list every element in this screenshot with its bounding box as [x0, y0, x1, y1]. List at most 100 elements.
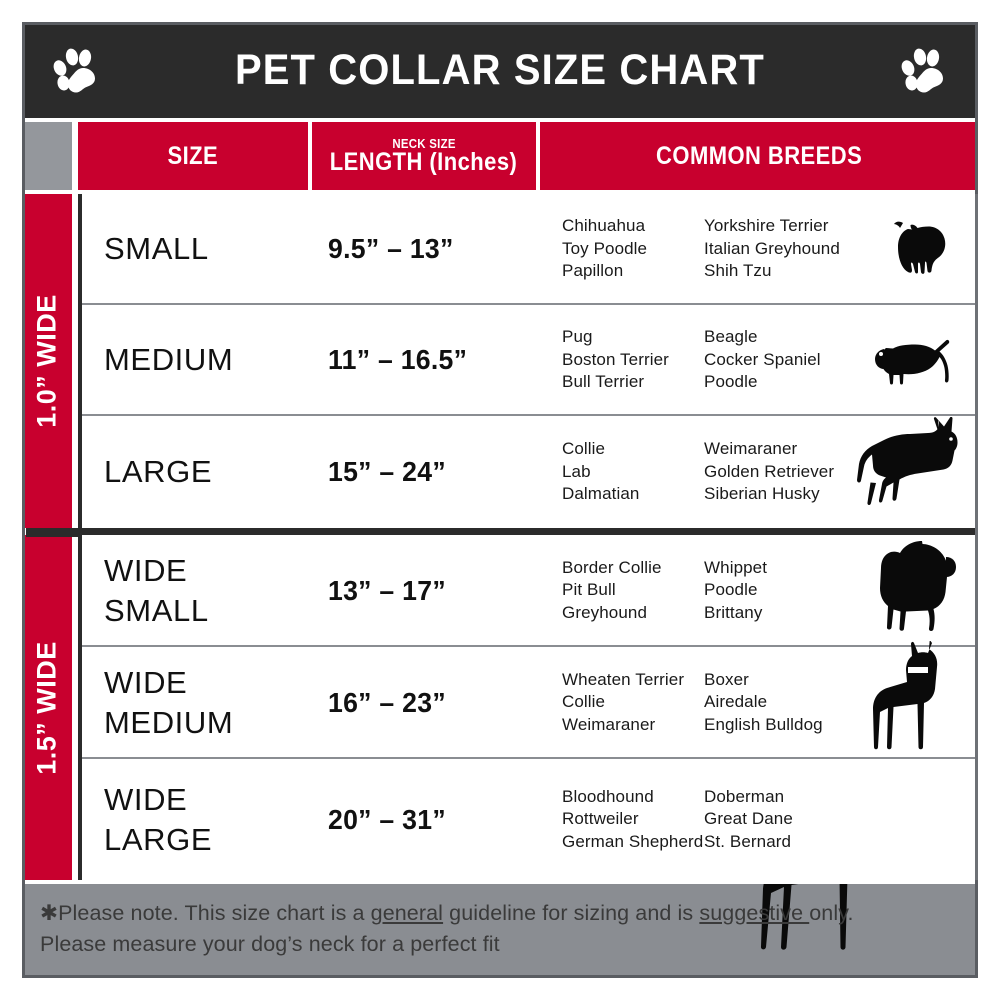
boxer-silhouette-icon	[862, 634, 970, 762]
breed-item: Papillon	[562, 261, 624, 281]
table-row: WIDE MEDIUM 16” – 23” Wheaten Terrier Co…	[82, 634, 978, 758]
size-label-line2: LARGE	[104, 821, 213, 857]
cell-size: WIDE LARGE	[104, 759, 314, 880]
width-band-1-5-inch: 1.5” WIDE	[22, 535, 72, 880]
breed-item: Pit Bull	[562, 580, 616, 600]
column-header-breeds: COMMON BREEDS	[540, 122, 978, 190]
width-band-1-inch-label: 1.0” WIDE	[31, 294, 62, 428]
beagle-silhouette-icon	[864, 318, 972, 401]
cell-length: 16” – 23”	[328, 686, 446, 718]
breed-item: German Shepherd	[562, 831, 704, 851]
breed-column-a: Wheaten Terrier Collie Weimaraner	[562, 669, 704, 737]
breed-item: Dalmatian	[562, 484, 640, 504]
width-band-1-inch: 1.0” WIDE	[22, 194, 72, 528]
chart-header-banner: PET COLLAR SIZE CHART	[22, 22, 978, 118]
breed-item: Chihuahua	[562, 216, 646, 236]
breed-item: Collie	[562, 692, 606, 712]
breed-item: Airedale	[704, 692, 768, 712]
breed-item: Bloodhound	[562, 786, 654, 806]
breed-column-a: Pug Boston Terrier Bull Terrier	[562, 326, 704, 394]
size-label-line2: SMALL	[104, 592, 209, 628]
breed-item: Brittany	[704, 602, 763, 622]
breed-column-b: Whippet Poodle Brittany	[704, 557, 864, 625]
footer-line2: Please measure your dog’s neck for a per…	[40, 932, 500, 957]
bulldog-silhouette-icon	[864, 537, 968, 642]
breed-column-b: Boxer Airedale English Bulldog	[704, 669, 864, 737]
breed-item: English Bulldog	[704, 714, 823, 734]
breed-item: Weimaraner	[704, 439, 798, 459]
breed-column-b: Doberman Great Dane St. Bernard	[704, 786, 864, 854]
column-header-length: NECK SIZE LENGTH (Inches)	[312, 122, 536, 190]
breed-item: Whippet	[704, 557, 768, 577]
footer-line1-part3: only.	[809, 901, 854, 925]
cell-length: 15” – 24”	[328, 456, 446, 487]
footer-line1-part2: guideline for sizing and is	[443, 901, 700, 925]
breed-column-b: Beagle Cocker Spaniel Poodle	[704, 326, 864, 394]
size-label: WIDE	[104, 552, 188, 588]
breed-item: Boxer	[704, 669, 749, 689]
shepherd-silhouette-icon	[854, 416, 974, 522]
breed-item: Bull Terrier	[562, 372, 645, 392]
cell-breeds: Collie Lab Dalmatian Weimaraner Golden R…	[554, 416, 978, 528]
cell-breeds: Border Collie Pit Bull Greyhound Whippet…	[554, 535, 978, 646]
footer-line1-part1: ✱Please note. This size chart is a	[40, 901, 371, 925]
column-header-size: SIZE	[78, 122, 308, 190]
cell-size: WIDE SMALL	[104, 535, 314, 646]
size-label: WIDE	[104, 781, 188, 817]
breed-column-a: Chihuahua Toy Poodle Papillon	[562, 215, 704, 283]
cell-breeds: Pug Boston Terrier Bull Terrier Beagle C…	[554, 305, 978, 415]
cell-length: 13” – 17”	[328, 574, 446, 606]
paw-print-icon	[898, 44, 950, 96]
page-title: PET COLLAR SIZE CHART	[235, 45, 765, 94]
breed-item: Doberman	[704, 786, 785, 806]
cell-size: LARGE	[104, 416, 314, 528]
breed-item: Siberian Husky	[704, 484, 820, 504]
table-row: SMALL 9.5” – 13” Chihuahua Toy Poodle Pa…	[82, 194, 978, 304]
table-row: WIDE LARGE 20” – 31” Bloodhound Rottweil…	[82, 759, 978, 880]
breed-item: Golden Retriever	[704, 461, 835, 481]
cell-length: 20” – 31”	[328, 803, 446, 835]
section-divider	[26, 528, 978, 537]
paw-print-icon	[50, 44, 102, 96]
breed-item: Pug	[562, 327, 593, 347]
cell-length: 11” – 16.5”	[328, 344, 468, 375]
breed-item: Boston Terrier	[562, 349, 669, 369]
size-label-line2: MEDIUM	[104, 704, 234, 740]
breed-item: Weimaraner	[562, 714, 656, 734]
table-row: WIDE SMALL 13” – 17” Border Collie Pit B…	[82, 535, 978, 646]
breed-item: Italian Greyhound	[704, 238, 840, 258]
cell-size: MEDIUM	[104, 305, 314, 415]
breed-item: Wheaten Terrier	[562, 669, 685, 689]
breed-item: Greyhound	[562, 602, 648, 622]
size-label: WIDE	[104, 664, 188, 700]
row-divider	[82, 757, 978, 760]
column-header-row: SIZE NECK SIZE LENGTH (Inches) COMMON BR…	[22, 122, 978, 190]
row-divider	[82, 414, 978, 417]
breed-column-a: Bloodhound Rottweiler German Shepherd	[562, 786, 704, 854]
breed-item: Poodle	[704, 580, 758, 600]
footer-note: ✱Please note. This size chart is a gener…	[22, 884, 978, 978]
breed-item: St. Bernard	[704, 831, 792, 851]
breed-item: Lab	[562, 461, 591, 481]
row-divider	[82, 645, 978, 648]
breed-column-a: Collie Lab Dalmatian	[562, 438, 704, 506]
footer-underline-suggestive: suggestive	[699, 901, 810, 925]
breed-item: Yorkshire Terrier	[704, 216, 829, 236]
breed-item: Great Dane	[704, 809, 793, 829]
breed-item: Cocker Spaniel	[704, 349, 821, 369]
cell-breeds: Chihuahua Toy Poodle Papillon Yorkshire …	[554, 194, 978, 304]
size-label: LARGE	[104, 454, 213, 490]
pet-collar-size-chart: PET COLLAR SIZE CHART SIZE NECK SIZE LEN…	[22, 22, 978, 978]
breed-item: Poodle	[704, 372, 758, 392]
row-divider	[82, 303, 978, 306]
table-row: MEDIUM 11” – 16.5” Pug Boston Terrier Bu…	[82, 305, 978, 415]
width-band-1-5-inch-label: 1.5” WIDE	[31, 640, 62, 775]
breed-column-b: Weimaraner Golden Retriever Siberian Hus…	[704, 438, 864, 506]
breed-item: Shih Tzu	[704, 261, 772, 281]
breed-column-a: Border Collie Pit Bull Greyhound	[562, 557, 704, 625]
size-table-body: SMALL 9.5” – 13” Chihuahua Toy Poodle Pa…	[26, 194, 978, 880]
footer-underline-general: general	[370, 901, 444, 925]
breed-item: Collie	[562, 439, 606, 459]
footer-note-text: ✱Please note. This size chart is a gener…	[40, 898, 960, 960]
breed-item: Border Collie	[562, 557, 662, 577]
